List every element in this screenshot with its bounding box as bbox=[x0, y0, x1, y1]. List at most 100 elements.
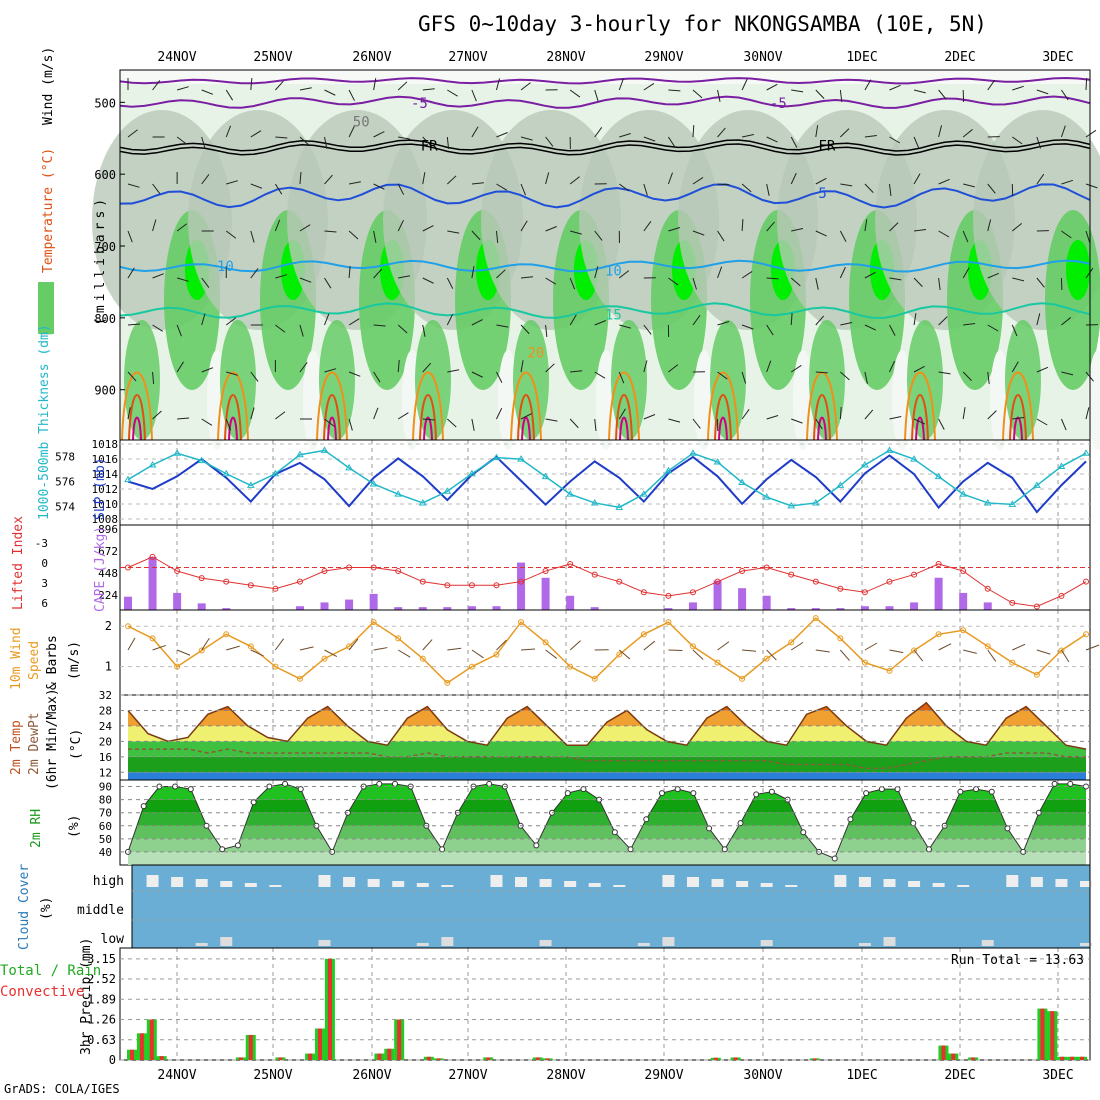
rh-region-dry bbox=[498, 350, 518, 450]
cloud-level-label: middle bbox=[77, 903, 124, 918]
wind-barb bbox=[1085, 407, 1090, 420]
cloud-high-bar bbox=[662, 875, 675, 887]
temperature-contour-30 bbox=[1013, 416, 1023, 441]
wind-barb bbox=[176, 136, 188, 145]
wind-barb bbox=[717, 127, 726, 138]
wind-barb bbox=[152, 273, 164, 279]
wind-barb bbox=[619, 133, 631, 138]
wind-barb bbox=[398, 275, 411, 279]
contour-label: -5 bbox=[770, 96, 787, 112]
date-label-top: 2DEC bbox=[944, 50, 975, 65]
wind-speed-point bbox=[198, 647, 205, 654]
rh-point bbox=[878, 786, 885, 793]
contour-label: FR bbox=[421, 138, 438, 154]
wind-barb bbox=[176, 86, 189, 91]
lifted-index-tick: 6 bbox=[41, 597, 48, 610]
wind-barb bbox=[397, 219, 404, 232]
wind-barb bbox=[938, 277, 941, 290]
wind-barb bbox=[962, 407, 966, 420]
wind-barb bbox=[127, 637, 136, 651]
wind-barb bbox=[766, 183, 770, 196]
rh-unit-label: (%) bbox=[67, 815, 82, 838]
wind-barb bbox=[447, 647, 462, 651]
cape-bar bbox=[320, 602, 329, 610]
rh-point bbox=[564, 790, 571, 797]
date-label-bottom: 27NOV bbox=[448, 1068, 487, 1083]
wind-barb bbox=[176, 223, 188, 232]
precip-convective-bar bbox=[1070, 1056, 1075, 1060]
wind-axis-label: Wind (m/s) bbox=[41, 47, 56, 125]
wind-barb bbox=[913, 229, 927, 232]
lifted-index-axis-label: Lifted Index bbox=[11, 516, 26, 610]
temperature-contour-5 bbox=[119, 183, 1091, 209]
wind-tick-label: 2 bbox=[105, 619, 112, 633]
wind-barb bbox=[1036, 136, 1042, 149]
slp-tick-label: 1008 bbox=[92, 513, 119, 526]
wind-barb bbox=[176, 277, 189, 282]
wind-barb bbox=[152, 371, 155, 384]
precip-convective-bar bbox=[971, 1057, 976, 1060]
temperature-contour-25 bbox=[911, 394, 929, 441]
temperature-contour-15 bbox=[119, 302, 1091, 319]
precip-convective-bar bbox=[1060, 1056, 1065, 1060]
precip-convective-bar bbox=[733, 1057, 738, 1060]
precip-convective-bar bbox=[308, 1053, 313, 1060]
wind-speed-point bbox=[125, 623, 131, 630]
wind-barb bbox=[471, 266, 475, 279]
wind-barb bbox=[1036, 313, 1041, 326]
wind-barb bbox=[692, 124, 695, 138]
temperature-contour-25 bbox=[615, 394, 633, 441]
wind-barb bbox=[397, 324, 408, 334]
temperature-contour-30 bbox=[327, 416, 337, 441]
wind-barb bbox=[791, 418, 803, 424]
thickness-point bbox=[443, 487, 452, 494]
rh-point bbox=[376, 780, 383, 787]
date-label-bottom: 24NOV bbox=[157, 1068, 196, 1083]
wind-barb bbox=[446, 277, 454, 289]
wind-barb bbox=[790, 172, 797, 185]
wind-barb bbox=[1060, 418, 1067, 431]
temperature-contour-25 bbox=[224, 394, 242, 441]
wind-barb bbox=[422, 277, 434, 284]
wind-speed-point bbox=[837, 635, 844, 642]
wind-barb bbox=[741, 371, 747, 384]
rh-point bbox=[533, 842, 540, 849]
wind-barb bbox=[791, 89, 804, 93]
wind-barb bbox=[913, 418, 926, 425]
lifted-index-point bbox=[837, 585, 844, 592]
wind-barb bbox=[839, 649, 850, 661]
precip-tick-label: 0 bbox=[109, 1053, 116, 1067]
date-label-bottom: 3DEC bbox=[1042, 1068, 1073, 1083]
temperature-contour-minus10 bbox=[119, 76, 1091, 85]
wind-speed-point bbox=[1058, 647, 1065, 654]
wind-barb bbox=[889, 136, 901, 144]
wind-speed-point bbox=[984, 643, 991, 650]
wind-barb bbox=[1036, 277, 1045, 288]
wind-barb bbox=[422, 88, 435, 91]
cloud-low-bar bbox=[1080, 943, 1092, 946]
thickness-point bbox=[836, 481, 845, 488]
rh-point bbox=[863, 790, 870, 797]
wind-ylabel: 10m Wind bbox=[9, 627, 24, 690]
precip-convective-bar bbox=[812, 1058, 817, 1060]
wind-ylabel2: Speed bbox=[27, 641, 42, 680]
thickness-point bbox=[738, 478, 746, 485]
wind-barb bbox=[790, 312, 793, 326]
wind-barb bbox=[177, 417, 190, 420]
cloud-high-bar bbox=[613, 885, 626, 887]
thickness-point bbox=[639, 490, 648, 497]
temperature-contour-20 bbox=[217, 371, 249, 441]
wind-barb bbox=[569, 640, 581, 651]
precip-panel-frame bbox=[119, 947, 1091, 1061]
cloud-high-bar bbox=[220, 881, 233, 887]
wind-speed-point bbox=[444, 679, 451, 686]
wind-barb bbox=[471, 182, 484, 185]
wind-barb bbox=[741, 324, 754, 330]
wind-speed-point bbox=[616, 651, 623, 658]
wind-barb bbox=[889, 84, 901, 91]
thickness-point bbox=[418, 498, 427, 506]
precip-convective-bar bbox=[535, 1057, 540, 1060]
precip-legend-convective: Convective bbox=[0, 984, 84, 1000]
wind-barb bbox=[471, 649, 484, 659]
cloud-unit: (%) bbox=[39, 897, 54, 920]
